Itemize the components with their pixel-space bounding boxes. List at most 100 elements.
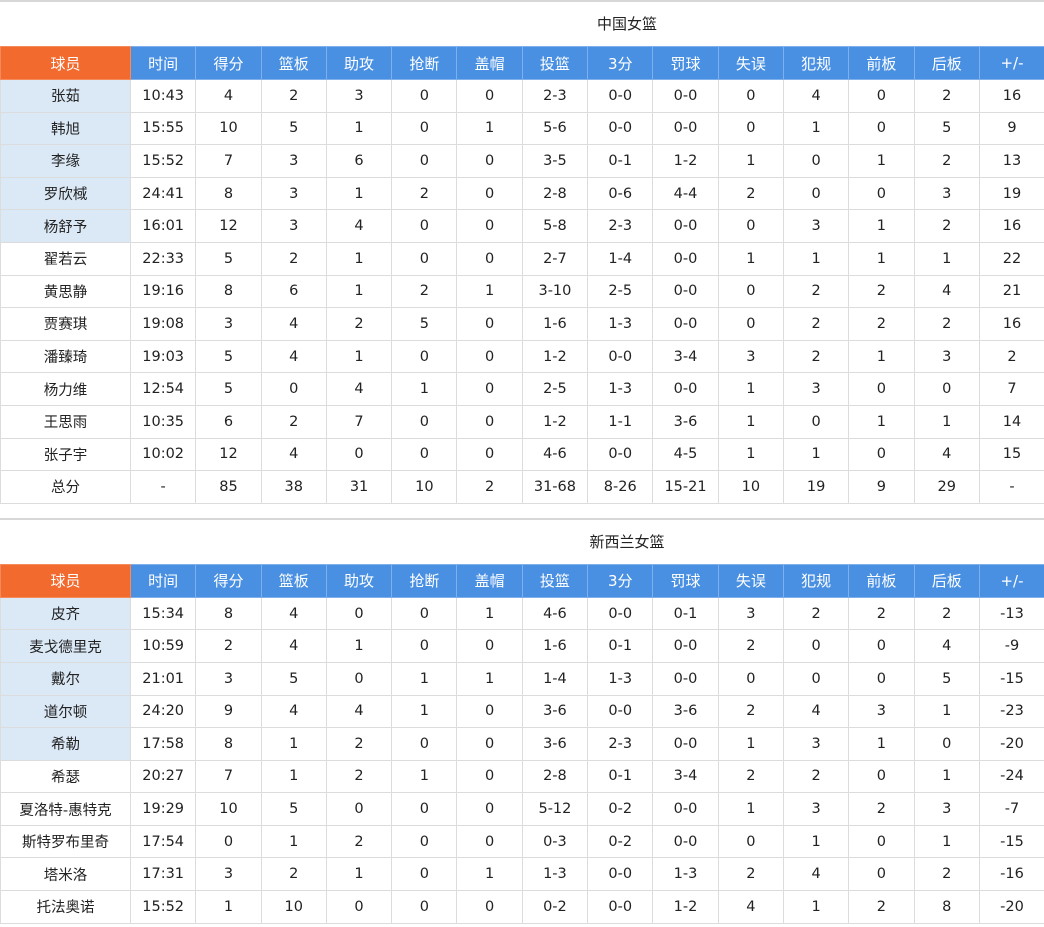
total-points: 85 <box>195 470 262 504</box>
stat-plus-minus: -20 <box>978 727 1044 761</box>
stat-steals: 5 <box>391 307 458 341</box>
stat-steals: 2 <box>391 274 458 309</box>
stat-blocks: 0 <box>456 629 523 663</box>
stat-fg: 0-2 <box>521 890 589 924</box>
stat-blocks: 0 <box>456 404 523 439</box>
stat-three-pt: 0-1 <box>587 629 654 663</box>
total-row: 总分 -85 38 31 10 2 31-68 8-26 15-21 10 19 9 29- <box>0 470 1044 504</box>
stat-fouls: 1 <box>782 111 850 146</box>
stat-time: 22:33 <box>129 241 197 276</box>
stat-three-pt: 0-0 <box>587 694 654 729</box>
player-name: 托法奥诺 <box>0 890 131 924</box>
stat-off-reb: 2 <box>848 596 915 631</box>
stat-time: 24:41 <box>129 176 197 211</box>
stat-fouls: 2 <box>782 307 850 341</box>
stat-plus-minus: -9 <box>978 629 1044 663</box>
stat-points: 9 <box>195 694 262 729</box>
stat-assists: 1 <box>325 857 393 892</box>
player-row: 希瑟 20:27 7 1 2 1 0 2-8 0-1 3-4 2 2 0 1 -24 <box>0 759 1044 794</box>
player-row: 麦戈德里克 10:59 2 4 1 0 0 1-6 0-1 0-0 2 0 0 4 -9 <box>0 629 1044 663</box>
stat-assists: 1 <box>325 241 393 276</box>
total-ft: 15-21 <box>652 470 719 504</box>
stat-three-pt: 1-1 <box>587 404 654 439</box>
player-name: 希瑟 <box>0 759 131 794</box>
stat-turnovers: 0 <box>717 274 784 309</box>
stat-three-pt: 0-0 <box>587 596 654 631</box>
stat-fg: 3-6 <box>521 694 589 729</box>
stat-time: 21:01 <box>129 661 197 696</box>
stat-plus-minus: -24 <box>978 759 1044 794</box>
stat-ft: 1-3 <box>652 857 719 892</box>
stat-time: 15:34 <box>129 596 197 631</box>
stat-steals: 0 <box>391 209 458 243</box>
stat-plus-minus: -7 <box>978 792 1044 826</box>
stat-assists: 1 <box>325 629 393 663</box>
stat-blocks: 0 <box>456 437 523 472</box>
stat-plus-minus: -15 <box>978 824 1044 859</box>
total-label: 总分 <box>0 470 131 504</box>
stat-ft: 1-2 <box>652 890 719 924</box>
stat-fouls: 1 <box>782 890 850 924</box>
stat-plus-minus: 9 <box>978 111 1044 146</box>
stat-rebounds: 2 <box>260 404 327 439</box>
stat-def-reb: 3 <box>913 339 980 374</box>
player-name: 韩旭 <box>0 111 131 146</box>
stat-points: 3 <box>195 661 262 696</box>
stat-ft: 0-0 <box>652 824 719 859</box>
stat-fouls: 3 <box>782 372 850 406</box>
stat-plus-minus: -13 <box>978 596 1044 631</box>
stat-three-pt: 2-5 <box>587 274 654 309</box>
total-time: - <box>129 470 197 504</box>
stat-fouls: 2 <box>782 339 850 374</box>
stat-steals: 0 <box>391 79 458 113</box>
column-header-assists: 助攻 <box>325 563 393 598</box>
stat-plus-minus: 7 <box>978 372 1044 406</box>
stat-fouls: 0 <box>782 629 850 663</box>
column-header-time: 时间 <box>129 46 197 80</box>
stat-points: 1 <box>195 890 262 924</box>
stat-fouls: 3 <box>782 209 850 243</box>
stat-rebounds: 1 <box>260 727 327 761</box>
stat-time: 19:03 <box>129 339 197 374</box>
stat-blocks: 0 <box>456 759 523 794</box>
stat-off-reb: 0 <box>848 372 915 406</box>
stat-three-pt: 1-3 <box>587 661 654 696</box>
stat-assists: 0 <box>325 437 393 472</box>
player-name: 道尔顿 <box>0 694 131 729</box>
player-row: 韩旭 15:55 10 5 1 0 1 5-6 0-0 0-0 0 1 0 5 9 <box>0 111 1044 146</box>
stat-three-pt: 0-6 <box>587 176 654 211</box>
stat-fg: 1-2 <box>521 404 589 439</box>
column-header-def-reb: 后板 <box>913 563 980 598</box>
column-header-three-pt: 3分 <box>587 46 654 80</box>
stat-off-reb: 1 <box>848 241 915 276</box>
stat-rebounds: 3 <box>260 209 327 243</box>
stat-plus-minus: 15 <box>978 437 1044 472</box>
team-section: 中国女篮 球员 时间 得分 篮板 助攻 抢断 盖帽 投篮 3分 罚球 失误 犯规 前板 后板 +/- 张茹 10:… <box>0 2 1044 504</box>
stat-blocks: 0 <box>456 241 523 276</box>
stat-time: 24:20 <box>129 694 197 729</box>
stat-def-reb: 4 <box>913 437 980 472</box>
stat-points: 7 <box>195 759 262 794</box>
section-gap <box>0 504 1044 518</box>
stat-rebounds: 3 <box>260 144 327 178</box>
stat-blocks: 0 <box>456 209 523 243</box>
stat-rebounds: 5 <box>260 111 327 146</box>
stat-turnovers: 3 <box>717 339 784 374</box>
stat-def-reb: 4 <box>913 629 980 663</box>
total-plus-minus: - <box>978 470 1044 504</box>
stat-ft: 0-0 <box>652 209 719 243</box>
stat-off-reb: 0 <box>848 111 915 146</box>
stat-steals: 0 <box>391 241 458 276</box>
stat-def-reb: 1 <box>913 241 980 276</box>
total-turnovers: 10 <box>717 470 784 504</box>
player-name: 戴尔 <box>0 661 131 696</box>
stat-three-pt: 0-2 <box>587 824 654 859</box>
stat-off-reb: 0 <box>848 437 915 472</box>
stat-def-reb: 2 <box>913 209 980 243</box>
stat-ft: 0-0 <box>652 79 719 113</box>
stat-points: 8 <box>195 727 262 761</box>
stat-off-reb: 0 <box>848 629 915 663</box>
stat-turnovers: 1 <box>717 727 784 761</box>
player-row: 托法奥诺 15:52 1 10 0 0 0 0-2 0-0 1-2 4 1 2 8 -20 <box>0 890 1044 924</box>
stat-time: 19:29 <box>129 792 197 826</box>
